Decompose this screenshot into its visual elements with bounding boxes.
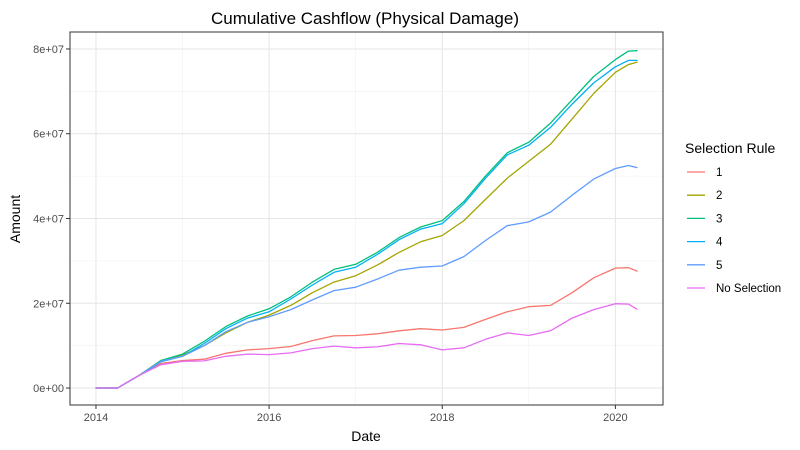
chart-title: Cumulative Cashflow (Physical Damage) [211, 9, 519, 28]
x-tick-label: 2018 [430, 412, 454, 424]
plot-panel [69, 31, 664, 406]
legend-label-1: 1 [716, 167, 722, 179]
y-tick-label: 8e+07 [33, 44, 64, 56]
grid-lines [70, 32, 663, 405]
y-tick-label: 4e+07 [33, 214, 64, 226]
series-line-no-selection [95, 303, 638, 389]
y-tick-label: 2e+07 [33, 298, 64, 310]
legend-label-3: 3 [716, 213, 722, 225]
series-line-3 [95, 50, 638, 389]
x-tick-label: 2020 [603, 412, 627, 424]
series-lines [95, 50, 638, 389]
x-tick-label: 2014 [84, 412, 108, 424]
y-tick-label: 0e+00 [33, 383, 64, 395]
legend-items: 1 2 3 4 5 No Selection [687, 167, 781, 295]
series-line-5 [95, 164, 638, 389]
y-axis-title: Amount [7, 195, 23, 243]
y-tick-label: 6e+07 [33, 129, 64, 141]
x-axis-ticks: 2014 2016 2018 2020 [84, 405, 628, 424]
series-line-1 [95, 267, 638, 389]
legend-label-no-selection: No Selection [716, 283, 781, 295]
x-tick-label: 2016 [257, 412, 281, 424]
legend-label-2: 2 [716, 190, 722, 202]
legend-title: Selection Rule [685, 140, 775, 156]
legend-label-4: 4 [716, 237, 723, 249]
x-axis-title: Date [351, 428, 381, 444]
series-line-4 [95, 59, 638, 389]
legend: Selection Rule 1 2 3 4 5 No Selection [685, 140, 781, 295]
legend-label-5: 5 [716, 260, 722, 272]
y-axis-ticks: 0e+00 2e+07 4e+07 6e+07 8e+07 [33, 44, 70, 395]
